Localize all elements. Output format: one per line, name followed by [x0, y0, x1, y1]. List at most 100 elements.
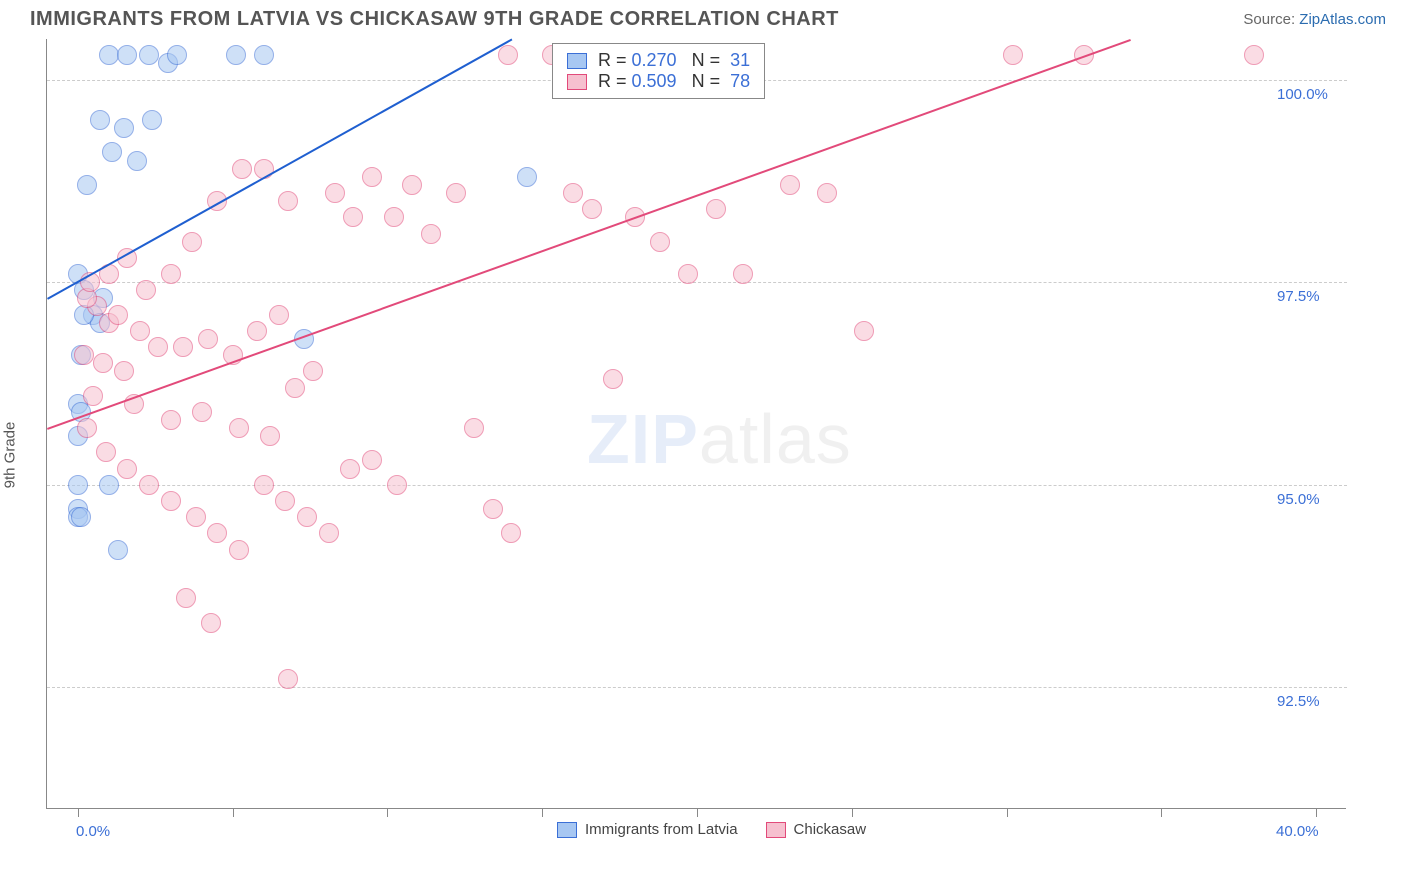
x-tick-mark	[1316, 809, 1317, 817]
scatter-point-chickasaw	[678, 264, 698, 284]
scatter-point-chickasaw	[247, 321, 267, 341]
series-legend: Immigrants from Latvia Chickasaw	[557, 821, 866, 838]
scatter-point-chickasaw	[229, 540, 249, 560]
scatter-point-chickasaw	[96, 442, 116, 462]
scatter-point-chickasaw	[269, 305, 289, 325]
scatter-point-chickasaw	[130, 321, 150, 341]
scatter-point-chickasaw	[563, 183, 583, 203]
scatter-point-chickasaw	[260, 426, 280, 446]
chart-title: IMMIGRANTS FROM LATVIA VS CHICKASAW 9TH …	[30, 8, 839, 31]
trendline-latvia	[47, 39, 512, 300]
source-link[interactable]: ZipAtlas.com	[1299, 11, 1386, 28]
scatter-point-chickasaw	[854, 321, 874, 341]
scatter-point-chickasaw	[603, 369, 623, 389]
series-legend-label: Chickasaw	[794, 821, 867, 838]
gridline-h	[47, 282, 1347, 283]
scatter-point-chickasaw	[303, 361, 323, 381]
scatter-point-chickasaw	[278, 669, 298, 689]
scatter-point-chickasaw	[780, 175, 800, 195]
scatter-point-chickasaw	[173, 337, 193, 357]
scatter-point-chickasaw	[77, 418, 97, 438]
x-tick-label: 0.0%	[76, 823, 110, 840]
scatter-point-latvia	[142, 110, 162, 130]
scatter-point-latvia	[127, 151, 147, 171]
x-tick-mark	[1161, 809, 1162, 817]
legend-swatch	[567, 53, 587, 69]
scatter-point-chickasaw	[498, 45, 518, 65]
chart-header: IMMIGRANTS FROM LATVIA VS CHICKASAW 9TH …	[0, 0, 1406, 35]
stats-legend-row: R = 0.509 N = 78	[567, 71, 750, 92]
stats-legend-row: R = 0.270 N = 31	[567, 50, 750, 71]
scatter-point-chickasaw	[384, 207, 404, 227]
scatter-point-chickasaw	[186, 507, 206, 527]
gridline-h	[47, 687, 1347, 688]
scatter-point-latvia	[254, 45, 274, 65]
y-tick-label: 100.0%	[1277, 86, 1328, 103]
scatter-point-latvia	[102, 142, 122, 162]
scatter-point-chickasaw	[192, 402, 212, 422]
x-tick-mark	[1007, 809, 1008, 817]
scatter-point-chickasaw	[817, 183, 837, 203]
chart-area: 9th Grade 92.5% 95.0% 97.5% 100.0% 0.0% 40.0%…	[0, 35, 1406, 875]
scatter-point-latvia	[108, 540, 128, 560]
x-tick-mark	[542, 809, 543, 817]
legend-swatch	[567, 74, 587, 90]
scatter-point-chickasaw	[176, 588, 196, 608]
scatter-point-chickasaw	[161, 491, 181, 511]
scatter-point-chickasaw	[139, 475, 159, 495]
scatter-point-latvia	[99, 475, 119, 495]
scatter-point-chickasaw	[278, 191, 298, 211]
scatter-point-chickasaw	[1003, 45, 1023, 65]
scatter-point-latvia	[99, 45, 119, 65]
y-tick-label: 97.5%	[1277, 288, 1320, 305]
scatter-point-chickasaw	[650, 232, 670, 252]
scatter-point-chickasaw	[343, 207, 363, 227]
scatter-point-chickasaw	[340, 459, 360, 479]
legend-swatch	[557, 822, 577, 838]
scatter-point-chickasaw	[483, 499, 503, 519]
stats-legend: R = 0.270 N = 31 R = 0.509 N = 78	[552, 43, 765, 99]
scatter-point-chickasaw	[733, 264, 753, 284]
scatter-point-chickasaw	[232, 159, 252, 179]
source-label: Source: ZipAtlas.com	[1243, 11, 1386, 28]
scatter-point-latvia	[68, 475, 88, 495]
scatter-point-chickasaw	[229, 418, 249, 438]
y-axis-label: 9th Grade	[2, 422, 19, 489]
gridline-h	[47, 485, 1347, 486]
scatter-point-chickasaw	[207, 523, 227, 543]
series-legend-label: Immigrants from Latvia	[585, 821, 738, 838]
scatter-point-chickasaw	[285, 378, 305, 398]
scatter-point-chickasaw	[297, 507, 317, 527]
scatter-point-latvia	[114, 118, 134, 138]
scatter-point-chickasaw	[83, 386, 103, 406]
scatter-point-latvia	[117, 45, 137, 65]
x-tick-mark	[852, 809, 853, 817]
scatter-point-chickasaw	[254, 475, 274, 495]
scatter-point-chickasaw	[182, 232, 202, 252]
y-tick-label: 95.0%	[1277, 491, 1320, 508]
scatter-point-chickasaw	[362, 450, 382, 470]
plot-region: 92.5%95.0%97.5%100.0%0.0%40.0%ZIPatlas R…	[46, 39, 1346, 809]
x-tick-mark	[233, 809, 234, 817]
series-legend-item: Immigrants from Latvia	[557, 821, 738, 838]
scatter-point-chickasaw	[325, 183, 345, 203]
y-tick-label: 92.5%	[1277, 693, 1320, 710]
scatter-point-chickasaw	[402, 175, 422, 195]
scatter-point-chickasaw	[421, 224, 441, 244]
scatter-point-chickasaw	[446, 183, 466, 203]
scatter-point-chickasaw	[161, 264, 181, 284]
scatter-point-chickasaw	[93, 353, 113, 373]
scatter-point-latvia	[71, 507, 91, 527]
legend-swatch	[766, 822, 786, 838]
scatter-point-latvia	[77, 175, 97, 195]
scatter-point-latvia	[226, 45, 246, 65]
stats-legend-text: R = 0.270 N = 31	[593, 50, 750, 71]
scatter-point-chickasaw	[464, 418, 484, 438]
series-legend-item: Chickasaw	[766, 821, 867, 838]
watermark: ZIPatlas	[587, 399, 852, 479]
scatter-point-chickasaw	[198, 329, 218, 349]
x-tick-label: 40.0%	[1276, 823, 1319, 840]
x-tick-mark	[697, 809, 698, 817]
scatter-point-chickasaw	[161, 410, 181, 430]
scatter-point-chickasaw	[582, 199, 602, 219]
